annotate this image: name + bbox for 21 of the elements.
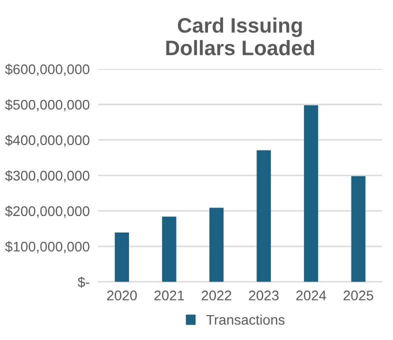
y-tick-label: $600,000,000 xyxy=(5,64,90,76)
x-tick-label: 2023 xyxy=(249,290,279,300)
x-tick-label: 2021 xyxy=(154,290,184,300)
y-tick-label: $200,000,000 xyxy=(5,206,90,218)
x-tick-label: 2024 xyxy=(296,290,326,300)
bar xyxy=(209,208,224,282)
y-tick-label: $400,000,000 xyxy=(5,134,90,147)
bar xyxy=(304,105,318,282)
y-tick-label: $100,000,000 xyxy=(5,241,90,254)
y-tick-label: $- xyxy=(78,276,90,288)
bar xyxy=(114,232,129,282)
x-tick-label: 2025 xyxy=(344,290,374,300)
legend-label: Transactions xyxy=(206,314,285,325)
x-tick-label: 2022 xyxy=(202,290,232,300)
bar xyxy=(162,216,176,282)
bar xyxy=(351,176,366,282)
chart-title: Card Issuing Dollars Loaded xyxy=(166,18,314,56)
y-tick-label: $500,000,000 xyxy=(5,99,90,112)
bar xyxy=(256,150,271,282)
y-tick-label: $300,000,000 xyxy=(5,170,90,182)
x-tick-label: 2020 xyxy=(107,290,137,300)
